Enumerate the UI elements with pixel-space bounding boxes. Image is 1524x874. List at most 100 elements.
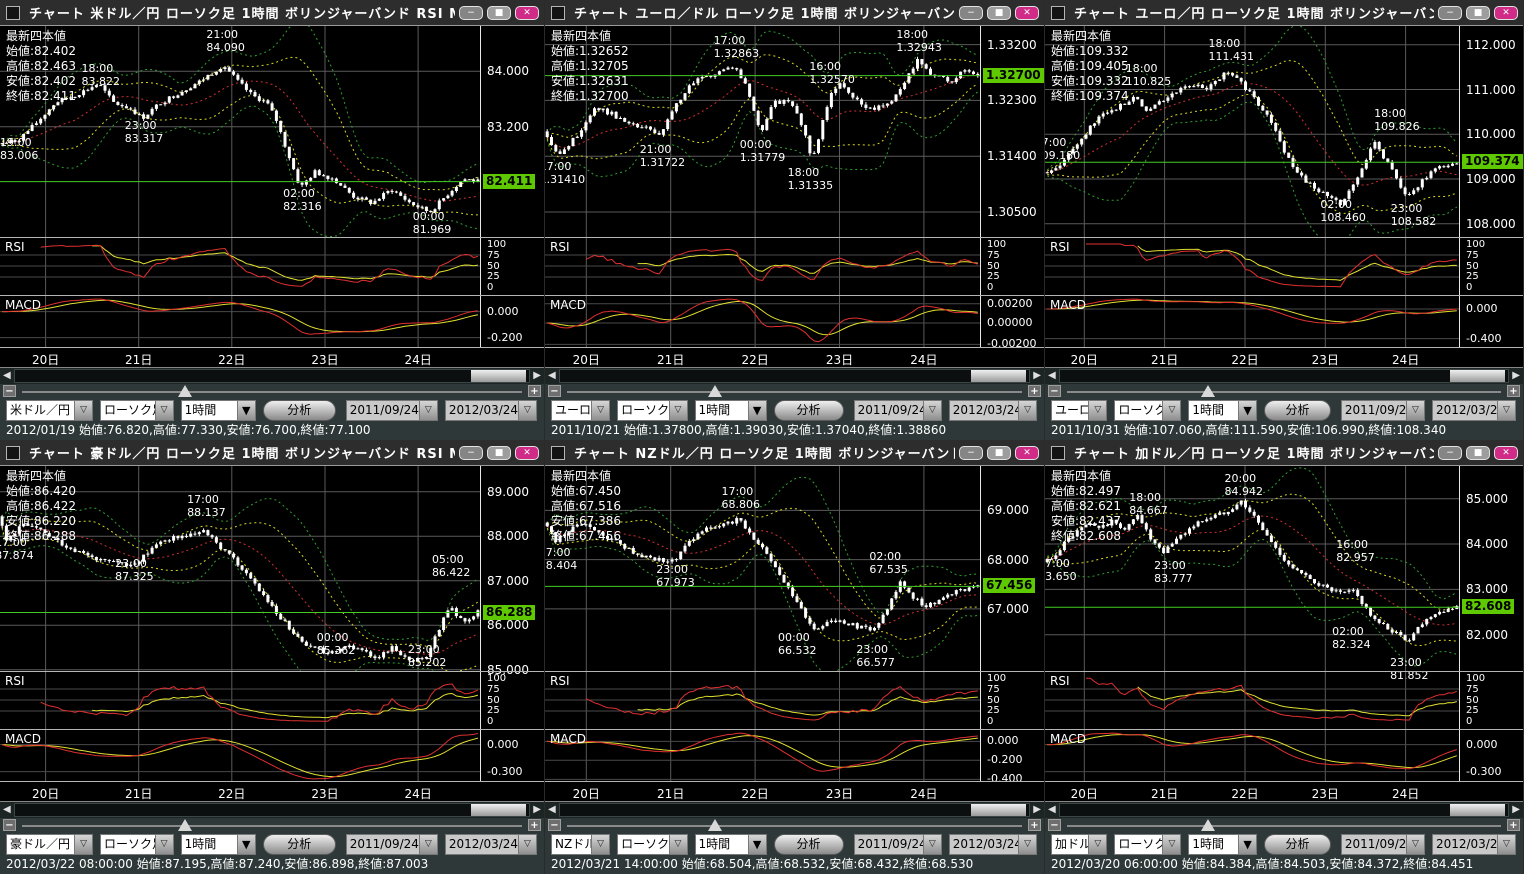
- zoom-slider[interactable]: − +: [0, 818, 544, 832]
- time-scrollbar[interactable]: ◀ ▶: [545, 802, 1044, 818]
- time-scrollbar[interactable]: ◀ ▶: [545, 368, 1044, 384]
- scrollbar-thumb[interactable]: [1450, 370, 1505, 382]
- window-titlebar[interactable]: チャート 豪ドル／円 ローソク足 1時間 ボリンジャーバンド RSI MACD −…: [0, 440, 544, 465]
- zoom-slider-thumb[interactable]: [177, 819, 192, 831]
- date-from-select[interactable]: 2011/09/24▽: [853, 833, 942, 855]
- zoom-in-button[interactable]: +: [1507, 385, 1520, 397]
- minimize-button[interactable]: −: [459, 5, 483, 20]
- price-chart[interactable]: 最新四本値 始値:82.402 高値:82.463 安値:82.402 終値:82.41…: [0, 25, 544, 238]
- date-from-select-arrow[interactable]: ▽: [1405, 399, 1425, 421]
- zoom-slider-thumb[interactable]: [707, 819, 722, 831]
- close-button[interactable]: ✕: [1015, 5, 1039, 20]
- maximize-button[interactable]: ■: [487, 5, 511, 20]
- date-from-select-arrow[interactable]: ▽: [922, 833, 942, 855]
- time-scrollbar[interactable]: ◀ ▶: [1045, 802, 1523, 818]
- maximize-button[interactable]: ■: [1466, 5, 1490, 20]
- scroll-right-arrow[interactable]: ▶: [1512, 804, 1520, 815]
- period-select-arrow[interactable]: ▼: [747, 399, 767, 421]
- analyze-button[interactable]: 分析: [1264, 399, 1331, 421]
- macd-pane[interactable]: MACD 0.000 -0.300: [1045, 729, 1523, 782]
- period-select-arrow[interactable]: ▼: [236, 833, 256, 855]
- date-from-select[interactable]: 2011/09/24▽: [1340, 833, 1425, 855]
- date-to-select[interactable]: 2012/03/24▽: [1431, 399, 1517, 421]
- candle-type-select[interactable]: ローソク足▽: [617, 399, 688, 421]
- zoom-slider-thumb[interactable]: [1200, 385, 1215, 397]
- pair-select[interactable]: ユーロ／ドル▽: [551, 399, 611, 421]
- zoom-slider[interactable]: − +: [1045, 818, 1523, 832]
- maximize-button[interactable]: ■: [987, 445, 1011, 460]
- candle-type-select[interactable]: ローソク足▽: [100, 399, 174, 421]
- pair-select-arrow[interactable]: ▽: [591, 399, 611, 421]
- pair-select-arrow[interactable]: ▽: [1088, 833, 1108, 855]
- minimize-button[interactable]: −: [959, 445, 983, 460]
- scroll-left-arrow[interactable]: ◀: [1048, 370, 1056, 381]
- period-select[interactable]: 1時間 ▼: [1188, 399, 1258, 421]
- date-to-select-arrow[interactable]: ▽: [1018, 399, 1038, 421]
- window-titlebar[interactable]: チャート 加ドル／円 ローソク足 1時間 ボリンジャーバンド RSI MACD−…: [1045, 440, 1523, 465]
- date-from-select[interactable]: 2011/09/24▽: [345, 399, 438, 421]
- analyze-button[interactable]: 分析: [1264, 833, 1331, 855]
- window-titlebar[interactable]: チャート 米ドル／円 ローソク足 1時間 ボリンジャーバンド RSI MACD −…: [0, 0, 544, 25]
- minimize-button[interactable]: −: [459, 445, 483, 460]
- period-select[interactable]: 1時間 ▼: [694, 399, 767, 421]
- rsi-pane[interactable]: RSI 100 75 50 25 0: [0, 671, 544, 730]
- scrollbar-track[interactable]: [1059, 369, 1509, 383]
- rsi-pane[interactable]: RSI 100 75 50 25 0: [1045, 671, 1523, 730]
- macd-pane[interactable]: MACD 0.00200 0.00000 -0.00200: [545, 295, 1044, 349]
- candle-type-select-arrow[interactable]: ▽: [668, 399, 688, 421]
- candle-type-select-arrow[interactable]: ▽: [1162, 833, 1182, 855]
- period-select-arrow[interactable]: ▼: [747, 833, 767, 855]
- close-button[interactable]: ✕: [1494, 445, 1518, 460]
- rsi-pane[interactable]: RSI 100 75 50 25 0: [545, 237, 1044, 296]
- date-from-select-arrow[interactable]: ▽: [922, 399, 942, 421]
- scrollbar-track[interactable]: [1059, 803, 1509, 817]
- date-to-select-arrow[interactable]: ▽: [517, 399, 537, 421]
- zoom-slider[interactable]: − +: [545, 818, 1044, 832]
- zoom-slider-thumb[interactable]: [707, 385, 722, 397]
- scrollbar-thumb[interactable]: [971, 804, 1026, 816]
- maximize-button[interactable]: ■: [987, 5, 1011, 20]
- scrollbar-thumb[interactable]: [471, 804, 526, 816]
- maximize-button[interactable]: ■: [487, 445, 511, 460]
- minimize-button[interactable]: −: [1438, 445, 1462, 460]
- scroll-left-arrow[interactable]: ◀: [548, 804, 556, 815]
- analyze-button[interactable]: 分析: [262, 399, 336, 421]
- zoom-slider[interactable]: − +: [0, 384, 544, 398]
- zoom-slider-track[interactable]: [567, 825, 1022, 827]
- period-select[interactable]: 1時間 ▼: [180, 833, 256, 855]
- zoom-out-button[interactable]: −: [3, 385, 16, 397]
- zoom-slider-track[interactable]: [567, 391, 1022, 393]
- rsi-pane[interactable]: RSI 100 75 50 25 0: [545, 671, 1044, 730]
- date-from-select-arrow[interactable]: ▽: [418, 833, 438, 855]
- date-to-select[interactable]: 2012/03/24▽: [444, 833, 537, 855]
- candle-type-select-arrow[interactable]: ▽: [668, 833, 688, 855]
- date-to-select-arrow[interactable]: ▽: [1497, 399, 1517, 421]
- zoom-slider-thumb[interactable]: [1200, 819, 1215, 831]
- price-chart[interactable]: 最新四本値 始値:1.32652 高値:1.32705 安値:1.32631 終値:1.…: [545, 25, 1044, 238]
- candle-type-select[interactable]: ローソク足▽: [1114, 833, 1182, 855]
- period-select-arrow[interactable]: ▼: [236, 399, 256, 421]
- zoom-in-button[interactable]: +: [528, 819, 541, 831]
- period-select[interactable]: 1時間 ▼: [1188, 833, 1258, 855]
- scroll-left-arrow[interactable]: ◀: [548, 370, 556, 381]
- rsi-pane[interactable]: RSI 100 75 50 25 0: [0, 237, 544, 296]
- maximize-button[interactable]: ■: [1466, 445, 1490, 460]
- scroll-right-arrow[interactable]: ▶: [533, 804, 541, 815]
- close-button[interactable]: ✕: [515, 445, 539, 460]
- price-chart[interactable]: 最新四本値 始値:86.420 高値:86.422 安値:86.220 終値:86.28…: [0, 465, 544, 677]
- time-scrollbar[interactable]: ◀ ▶: [0, 368, 544, 384]
- scroll-left-arrow[interactable]: ◀: [1048, 804, 1056, 815]
- period-select[interactable]: 1時間 ▼: [694, 833, 767, 855]
- zoom-out-button[interactable]: −: [1048, 385, 1061, 397]
- date-to-select[interactable]: 2012/03/24▽: [444, 399, 537, 421]
- zoom-in-button[interactable]: +: [1507, 819, 1520, 831]
- scroll-right-arrow[interactable]: ▶: [1512, 370, 1520, 381]
- date-to-select[interactable]: 2012/03/24▽: [948, 399, 1038, 421]
- analyze-button[interactable]: 分析: [773, 833, 844, 855]
- pair-select[interactable]: 米ドル／円 ▽: [6, 399, 94, 421]
- zoom-out-button[interactable]: −: [548, 819, 561, 831]
- date-from-select-arrow[interactable]: ▽: [418, 399, 438, 421]
- zoom-slider-track[interactable]: [22, 825, 522, 827]
- zoom-out-button[interactable]: −: [548, 385, 561, 397]
- zoom-slider-track[interactable]: [1067, 825, 1501, 827]
